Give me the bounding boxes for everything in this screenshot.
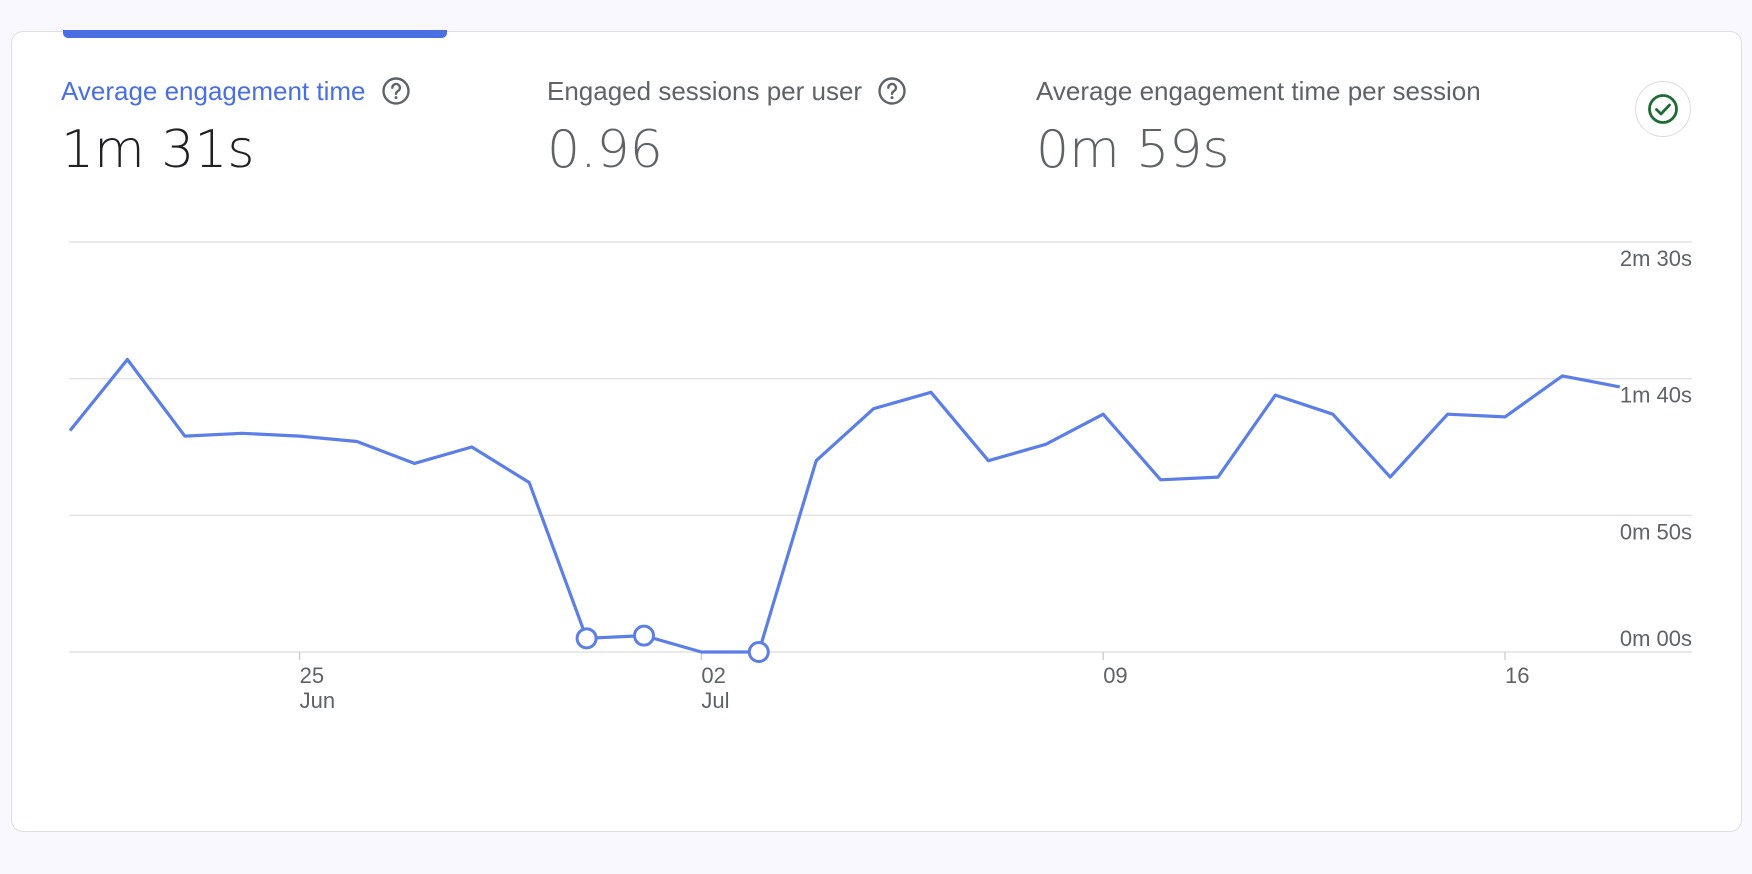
y-tick-label: 0m 50s — [1620, 519, 1692, 544]
data-point-marker — [747, 641, 770, 663]
metric-label-text: Average engagement time — [61, 76, 366, 106]
y-tick-label: 1m 40s — [1620, 383, 1692, 408]
help-circle-icon[interactable] — [380, 75, 412, 107]
series-line — [68, 357, 1621, 654]
metric-label-text: Average engagement time per session — [1036, 76, 1481, 106]
y-tick-label: 2m 30s — [1620, 246, 1692, 271]
check-button[interactable] — [1635, 81, 1691, 137]
metric-label: Engaged sessions per user — [547, 74, 908, 108]
metric-average-engagement-time-per-session[interactable]: Average engagement time per session 0m 5… — [1036, 74, 1481, 178]
x-tick-label: 09 — [1103, 663, 1127, 688]
x-tick-label: 02 — [701, 663, 725, 688]
x-tick-month-label: Jun — [300, 688, 335, 713]
metric-label-text: Engaged sessions per user — [547, 76, 863, 106]
data-point-marker — [575, 627, 598, 650]
metric-engaged-sessions-per-user[interactable]: Engaged sessions per user 0.96 — [547, 74, 908, 178]
active-tab-indicator — [63, 30, 447, 38]
metric-average-engagement-time[interactable]: Average engagement time 1m 31s — [61, 74, 412, 178]
check-circle-icon — [1648, 94, 1678, 124]
engagement-card — [11, 31, 1742, 832]
metric-value: 1m 31s — [61, 120, 255, 180]
help-circle-icon[interactable] — [876, 75, 908, 107]
metric-value: 0m 59s — [1036, 120, 1230, 180]
data-point-marker — [633, 624, 655, 647]
metric-value: 0.96 — [547, 120, 663, 180]
x-tick-label: 25 — [300, 663, 324, 688]
x-tick-label: 16 — [1505, 663, 1529, 688]
metric-label: Average engagement time — [61, 74, 412, 108]
y-tick-label: 0m 00s — [1620, 626, 1692, 651]
x-tick-month-label: Jul — [701, 688, 729, 713]
metric-label: Average engagement time per session — [1036, 74, 1481, 108]
